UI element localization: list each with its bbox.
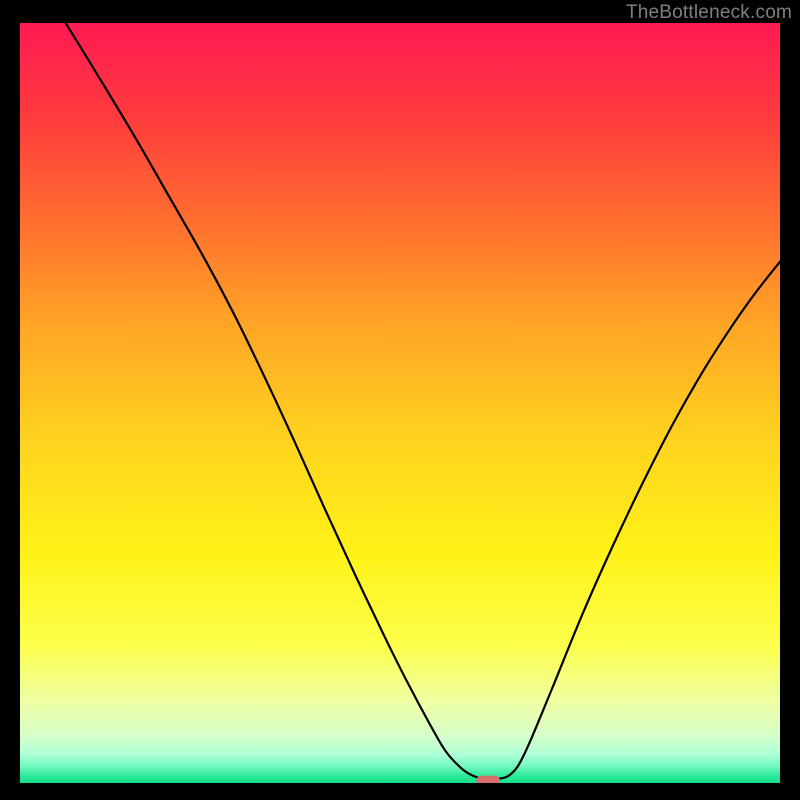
plot-area [20,23,780,783]
sweet-spot-marker [476,776,500,783]
chart-frame: TheBottleneck.com [0,0,800,800]
watermark-text: TheBottleneck.com [626,2,792,24]
chart-svg [20,23,780,783]
